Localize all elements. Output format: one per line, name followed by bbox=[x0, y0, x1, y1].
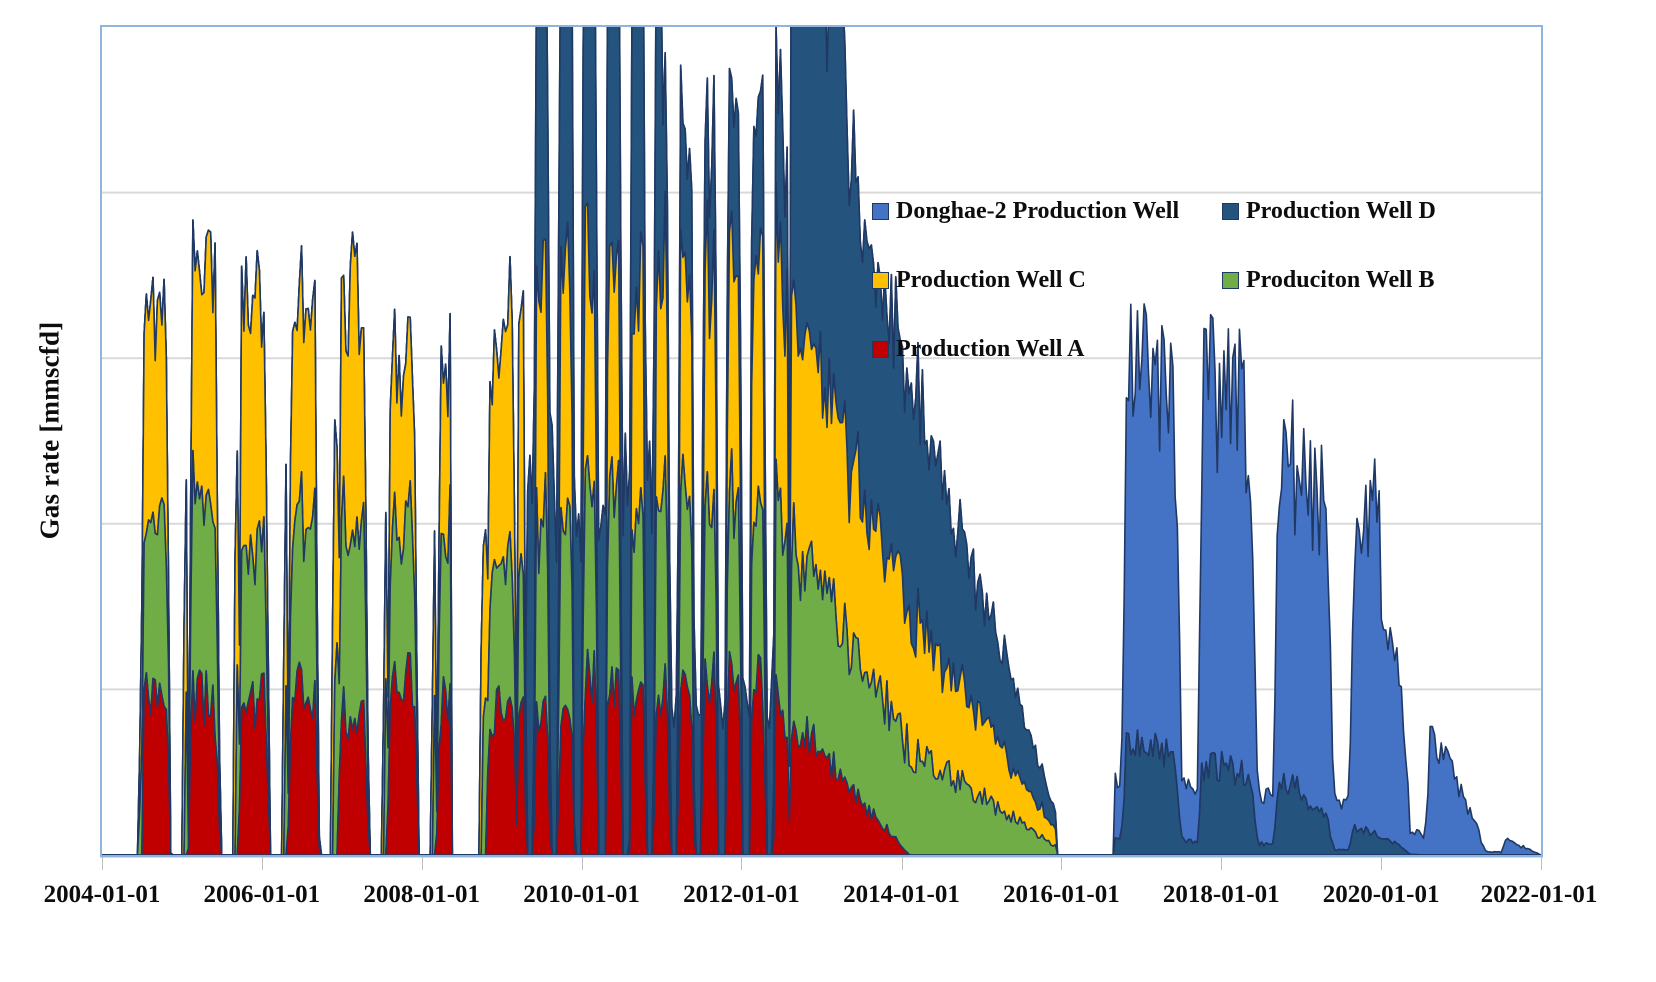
x-tick-mark bbox=[581, 857, 583, 870]
legend-swatch-icon bbox=[872, 341, 889, 358]
x-tick-label: 2020-01-01 bbox=[1322, 881, 1440, 908]
chart-legend: Donghae-2 Production Well Production Wel… bbox=[872, 198, 1452, 363]
x-tick-mark bbox=[261, 857, 263, 870]
x-tick-label: 2004-01-01 bbox=[43, 881, 161, 908]
x-tick-label: 2010-01-01 bbox=[523, 881, 640, 908]
legend-label: Production Well A bbox=[896, 336, 1085, 362]
x-tick-mark bbox=[741, 857, 743, 870]
x-tick-label: 2012-01-01 bbox=[683, 881, 800, 908]
legend-item-production-well-a[interactable]: Production Well A bbox=[872, 336, 1222, 363]
legend-item-produciton-well-b[interactable]: Produciton Well B bbox=[1222, 267, 1452, 294]
x-tick-mark bbox=[1541, 857, 1542, 870]
x-tick-label: 2018-01-01 bbox=[1162, 881, 1280, 908]
x-tick-mark bbox=[1221, 857, 1223, 870]
plot-area bbox=[100, 25, 1543, 857]
legend-item-production-well-c[interactable]: Production Well C bbox=[872, 267, 1222, 294]
area-series-production-well-a bbox=[102, 648, 1541, 855]
x-axis-line bbox=[100, 857, 1543, 858]
x-tick-label: 2006-01-01 bbox=[203, 881, 321, 908]
legend-label: Donghae-2 Production Well bbox=[896, 198, 1180, 224]
legend-label: Production Well C bbox=[896, 267, 1086, 293]
x-tick-label: 2022-01-01 bbox=[1480, 881, 1598, 908]
x-tick-mark bbox=[901, 857, 903, 870]
x-tick-mark bbox=[102, 857, 103, 870]
y-axis-title-text: Gas rate [mmscfd] bbox=[34, 321, 65, 539]
legend-item-production-well-d[interactable]: Production Well D bbox=[1222, 198, 1452, 225]
x-tick-mark bbox=[1381, 857, 1383, 870]
legend-label: Production Well D bbox=[1246, 198, 1436, 224]
legend-swatch-icon bbox=[872, 203, 889, 220]
x-tick-label: 2016-01-01 bbox=[1003, 881, 1120, 908]
x-axis: 2004-01-01 2006-01-01 2008-01-01 2010-01-01… bbox=[44, 857, 1597, 917]
stacked-area-plot bbox=[102, 27, 1541, 855]
x-tick-label: 2008-01-01 bbox=[363, 881, 481, 908]
x-tick-label: 2014-01-01 bbox=[843, 881, 960, 908]
legend-swatch-icon bbox=[1222, 203, 1239, 220]
y-axis-title: Gas rate [mmscfd] bbox=[0, 0, 100, 860]
x-tick-mark bbox=[421, 857, 423, 870]
legend-swatch-icon bbox=[872, 272, 889, 289]
legend-label: Produciton Well B bbox=[1246, 267, 1435, 293]
area-series-group bbox=[102, 27, 1541, 855]
x-tick-mark bbox=[1061, 857, 1063, 870]
legend-item-donghae-2-production-well[interactable]: Donghae-2 Production Well bbox=[872, 198, 1222, 225]
legend-swatch-icon bbox=[1222, 272, 1239, 289]
